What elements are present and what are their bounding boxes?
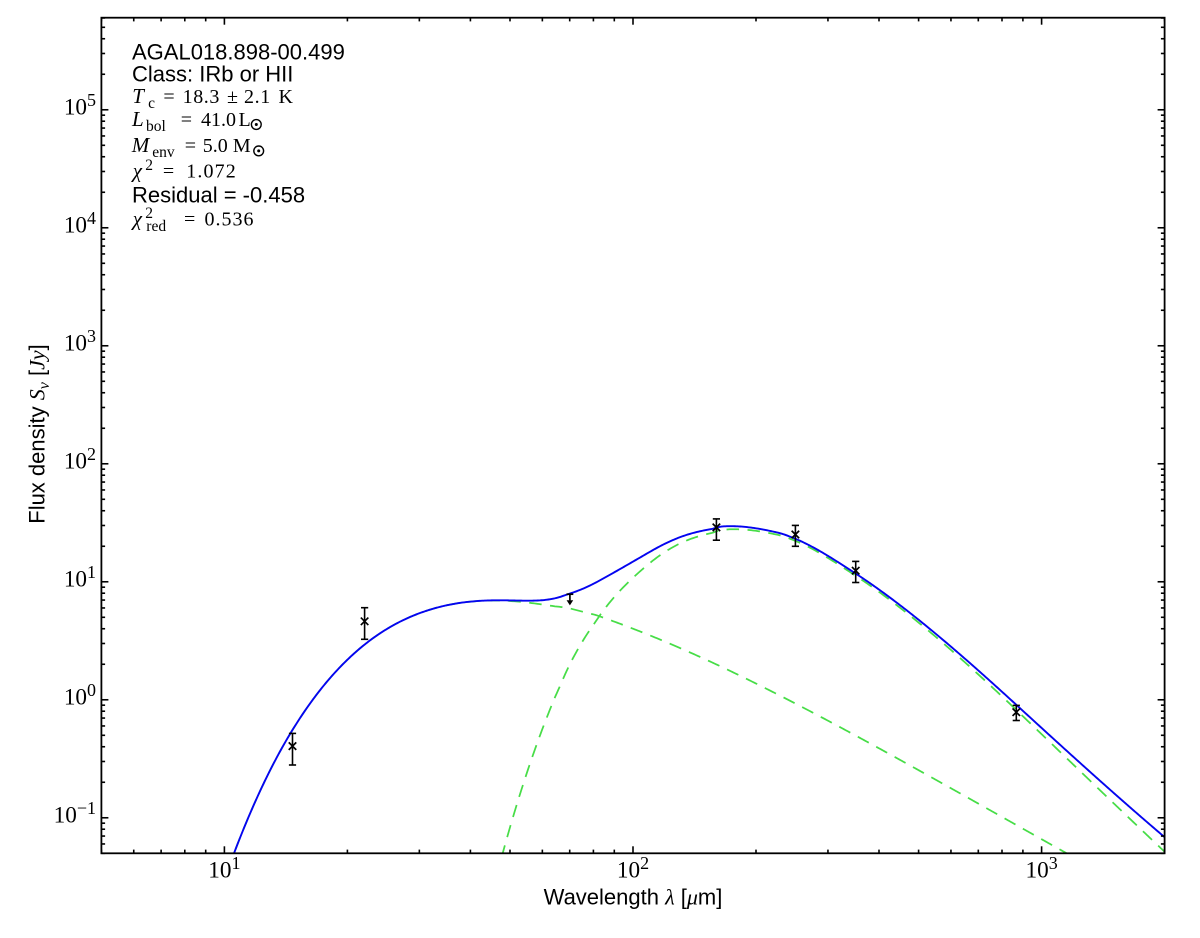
svg-text:AGAL018.898-00.499: AGAL018.898-00.499 [132,40,345,65]
svg-text:K: K [279,86,294,108]
svg-text:18.3: 18.3 [183,86,220,108]
svg-text:2: 2 [145,157,153,174]
svg-text:T: T [132,84,145,108]
svg-text:Flux density Sν [Jy]: Flux density Sν [Jy] [25,344,53,524]
svg-text:χ: χ [131,206,143,230]
svg-text:=: = [181,109,192,131]
svg-text:bol: bol [146,118,166,135]
svg-text:1.072: 1.072 [186,160,237,182]
svg-text:red: red [146,218,166,235]
svg-text:0.536: 0.536 [205,208,255,230]
svg-text:=: = [163,160,174,182]
svg-text:41.0: 41.0 [201,109,236,131]
svg-text:Class: IRb or HII: Class: IRb or HII [132,62,293,87]
svg-text:Residual = -0.458: Residual = -0.458 [132,183,305,208]
svg-text:L: L [131,107,144,131]
svg-text:Wavelength λ [μm]: Wavelength λ [μm] [544,885,723,910]
svg-text:5.0: 5.0 [203,135,228,157]
svg-text:c: c [148,95,155,112]
svg-text:M: M [233,135,251,157]
svg-text:=: = [163,86,174,108]
svg-text:M: M [131,133,151,157]
svg-text:=: = [184,208,195,230]
svg-text:±: ± [227,86,238,108]
svg-text:2: 2 [145,205,153,222]
svg-text:2.1: 2.1 [244,86,271,108]
svg-text:102: 102 [617,853,649,884]
svg-text:=: = [185,135,196,157]
svg-text:L: L [239,109,251,131]
svg-text:χ: χ [131,158,143,182]
svg-text:104: 104 [64,208,96,239]
svg-text:env: env [152,144,175,161]
